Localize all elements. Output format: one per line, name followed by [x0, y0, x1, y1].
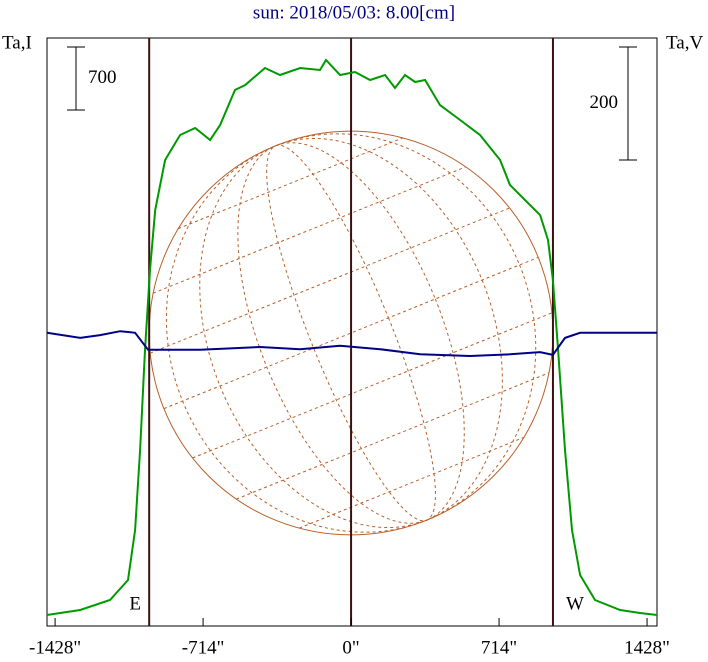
limb-label: E: [129, 593, 141, 614]
y-axis-label: Ta,I: [2, 32, 32, 53]
x-tick-label: 1428": [624, 637, 670, 658]
x-tick-label: 0": [342, 637, 359, 658]
parallel: [192, 312, 553, 459]
data-line: [46, 330, 657, 358]
parallel: [178, 137, 404, 230]
parallel: [236, 372, 550, 500]
data-line: [46, 58, 658, 616]
scale-label: 200: [590, 92, 619, 113]
parallel: [299, 436, 525, 529]
x-tick-label: -1428": [29, 637, 81, 658]
limb-label: W: [566, 593, 584, 614]
x-tick-label: -714": [182, 637, 225, 658]
x-tick-label: 714": [481, 637, 517, 658]
parallel: [163, 256, 539, 410]
parallel: [150, 207, 510, 354]
meridian: [237, 142, 465, 524]
parallel: [152, 166, 466, 294]
sun-grid: [150, 133, 553, 533]
chart-title: sun: 2018/05/03: 8.00[cm]: [253, 2, 455, 23]
scale-label: 700: [88, 67, 117, 88]
y2-axis-label: Ta,V: [666, 32, 703, 53]
